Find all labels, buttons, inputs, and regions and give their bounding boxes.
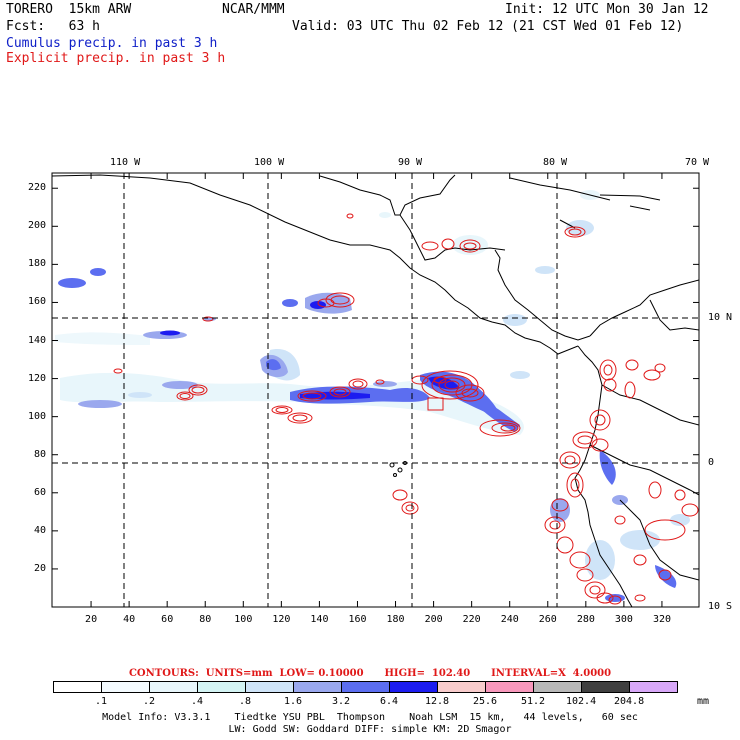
y-tick-label: 40	[34, 524, 47, 536]
lat-label: 10 S	[708, 601, 733, 612]
x-tick-label: 160	[348, 614, 367, 625]
x-tick-label: 80	[199, 614, 212, 625]
y-tick-label: 140	[28, 334, 47, 346]
contours-label: CONTOURS: UNITS=mm LOW= 0.10000 HIGH= 10…	[128, 668, 612, 679]
x-tick-label: 60	[161, 614, 174, 625]
y-tick-label: 180	[28, 258, 47, 270]
colorbar-swatch	[533, 681, 582, 693]
lat-label: 10 N	[708, 312, 733, 323]
model-title: TORERO 15km ARW	[6, 2, 132, 17]
explicit-precip	[113, 213, 699, 605]
colorbar-value: 51.2	[521, 696, 546, 707]
graticule	[52, 173, 699, 607]
x-tick-label: 20	[85, 614, 98, 625]
x-tick-label: 220	[462, 614, 481, 625]
y-tick-label: 20	[34, 562, 47, 574]
map-frame	[51, 172, 700, 608]
y-tick-label: 200	[28, 220, 47, 232]
colorbar-value: 6.4	[380, 696, 399, 707]
colorbar-swatch	[485, 681, 534, 693]
colorbar-swatch	[293, 681, 342, 693]
y-tick-label: 120	[28, 372, 47, 384]
colorbar-swatch	[341, 681, 390, 693]
organization: NCAR/MMM	[222, 2, 285, 17]
colorbar-value: 12.8	[425, 696, 450, 707]
x-tick-label: 260	[538, 614, 557, 625]
colorbar-value: .1	[95, 696, 108, 707]
x-tick-label: 200	[424, 614, 443, 625]
colorbar-swatch	[149, 681, 198, 693]
colorbar-swatch	[389, 681, 438, 693]
x-tick-label: 120	[272, 614, 291, 625]
colorbar-swatch	[629, 681, 678, 693]
init-time: Init: 12 UTC Mon 30 Jan 12	[505, 2, 709, 17]
y-tick-label: 60	[34, 486, 47, 498]
x-tick-label: 240	[500, 614, 519, 625]
colorbar-swatch	[437, 681, 486, 693]
forecast-hour: Fcst: 63 h	[6, 19, 100, 34]
x-tick-label: 320	[652, 614, 671, 625]
lat-label: 0	[708, 457, 715, 468]
colorbar-value: .2	[143, 696, 156, 707]
lon-label: 80 W	[543, 157, 568, 168]
cumulus-precip	[55, 190, 690, 602]
colorbar-value: 3.2	[332, 696, 351, 707]
lon-label: 90 W	[398, 157, 423, 168]
colorbar-value: 102.4	[566, 696, 597, 707]
lon-label: 70 W	[685, 157, 710, 168]
lon-label: 110 W	[110, 157, 141, 168]
y-tick-label: 220	[28, 182, 47, 194]
model-info-line2: LW: Godd SW: Goddard DIFF: simple KM: 2D…	[228, 724, 512, 735]
lon-label: 100 W	[254, 157, 285, 168]
colorbar-swatch	[581, 681, 630, 693]
colorbar-value: .4	[191, 696, 204, 707]
colorbar-value: 25.6	[473, 696, 498, 707]
y-tick-label: 80	[34, 448, 47, 460]
legend-explicit: Explicit precip. in past 3 h	[6, 51, 226, 66]
model-info-line1: Model Info: V3.3.1 Tiedtke YSU PBL Thomp…	[102, 712, 638, 723]
x-tick-label: 300	[614, 614, 633, 625]
colorbar-swatch	[53, 681, 102, 693]
x-tick-label: 140	[310, 614, 329, 625]
x-tick-label: 280	[576, 614, 595, 625]
x-tick-label: 40	[123, 614, 136, 625]
colorbar-value: 204.8	[614, 696, 645, 707]
coastlines	[52, 174, 699, 607]
colorbar-swatch	[245, 681, 294, 693]
colorbar-swatch	[197, 681, 246, 693]
colorbar-value: 1.6	[284, 696, 303, 707]
valid-time: Valid: 03 UTC Thu 02 Feb 12 (21 CST Wed …	[292, 19, 684, 34]
y-tick-label: 100	[28, 410, 47, 422]
colorbar-unit: mm	[697, 696, 710, 707]
x-tick-label: 100	[234, 614, 253, 625]
colorbar	[53, 681, 678, 693]
x-tick-label: 180	[386, 614, 405, 625]
colorbar-swatch	[101, 681, 150, 693]
legend-cumulus: Cumulus precip. in past 3 h	[6, 36, 218, 51]
colorbar-value: .8	[239, 696, 252, 707]
tick-marks	[52, 173, 699, 607]
y-tick-label: 160	[28, 296, 47, 308]
